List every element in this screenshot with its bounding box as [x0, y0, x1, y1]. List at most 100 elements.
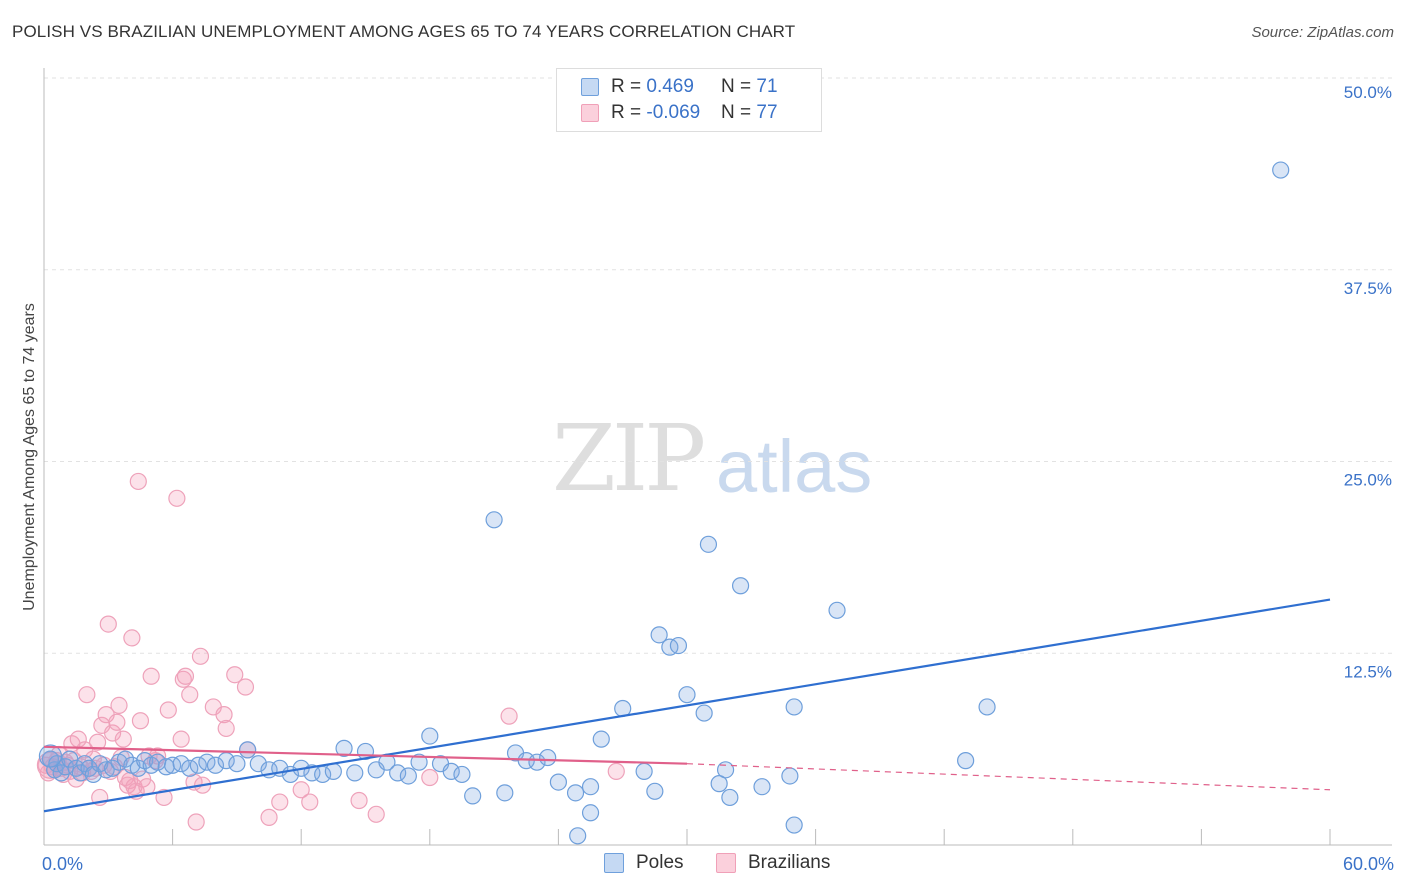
poles-point — [710, 775, 728, 793]
brazilians-point — [350, 791, 368, 810]
brazilians-point — [191, 647, 210, 665]
brazilians-point — [142, 667, 160, 685]
poles-point — [635, 762, 653, 780]
legend-r-brazilians: R = -0.069 — [611, 102, 721, 124]
y-tick-label: 12.5% — [1344, 662, 1392, 681]
poles-point — [103, 759, 122, 777]
poles-point — [828, 601, 846, 619]
poles-point — [785, 698, 803, 716]
brazilians-point — [181, 686, 199, 704]
brazilians-point — [114, 730, 132, 748]
axes — [43, 68, 1392, 846]
poles-point — [650, 626, 668, 644]
poles-point — [581, 778, 600, 796]
legend-row-poles: R = 0.469 N = 71 — [581, 75, 778, 99]
watermark-zip: ZIP — [552, 405, 706, 512]
poles-point — [228, 755, 246, 773]
poles-point — [84, 765, 102, 784]
poles-point — [695, 704, 713, 722]
poles-point — [71, 764, 90, 782]
poles-point — [116, 750, 135, 768]
brazilians-point — [176, 667, 195, 685]
legend-r-label: R = — [611, 76, 647, 97]
brazilians-point — [123, 629, 141, 647]
poles-point — [239, 741, 257, 759]
bottom-legend-poles: Poles — [604, 852, 684, 874]
brazilians-point — [271, 793, 289, 811]
legend-r-label: R = — [611, 102, 647, 123]
poles-point — [957, 752, 975, 770]
brazilians-point — [129, 472, 147, 491]
poles-point — [172, 755, 190, 773]
y-tick-label: 50.0% — [1344, 83, 1392, 102]
brazilians-point — [108, 713, 126, 731]
poles-point — [464, 787, 482, 805]
brazilians-point — [301, 793, 319, 811]
brazilians-point — [174, 670, 192, 688]
brazilians-point — [236, 678, 255, 696]
legend-n-label: N = — [721, 102, 757, 123]
poles-point — [91, 755, 109, 773]
poles-point — [442, 762, 460, 780]
brazilians-point — [217, 719, 235, 738]
poles-point — [592, 730, 610, 748]
poles-point — [978, 698, 996, 716]
brazilians-point — [168, 489, 186, 507]
poles-point — [399, 767, 417, 785]
poles-point — [539, 748, 557, 767]
poles-point — [346, 764, 364, 782]
poles-point — [1272, 161, 1290, 179]
poles-swatch — [604, 853, 624, 873]
brazilians-trend-line — [43, 745, 688, 765]
poles-point — [785, 816, 803, 834]
brazilians-point — [292, 781, 310, 799]
y-tick-label: 37.5% — [1344, 279, 1392, 298]
brazilians-point — [155, 788, 173, 807]
legend-r-value: 0.469 — [646, 76, 694, 97]
poles-point — [781, 767, 799, 785]
chart-title: POLISH VS BRAZILIAN UNEMPLOYMENT AMONG A… — [12, 22, 796, 41]
poles-point — [569, 827, 587, 845]
poles-points — [38, 161, 1290, 845]
tick-labels: 12.5% 25.0% 37.5% 50.0% 0.0% 60.0% — [42, 83, 1394, 874]
legend-n-value: 71 — [756, 76, 778, 97]
x-tick-label: 0.0% — [42, 854, 83, 874]
brazilians-point — [88, 733, 107, 751]
poles-point — [453, 765, 471, 784]
poles-swatch — [581, 78, 599, 96]
poles-point — [324, 762, 342, 780]
brazilians-point — [172, 730, 190, 748]
legend-n-value: 77 — [756, 102, 778, 123]
poles-point — [389, 764, 407, 782]
brazilians-point — [421, 768, 439, 787]
brazilians-point — [99, 615, 117, 633]
legend-box: R = 0.469 N = 71 R = -0.069 N = 77 — [556, 68, 822, 132]
poles-trend-line — [43, 598, 1331, 813]
poles-point — [566, 784, 585, 802]
legend-n-label: N = — [721, 76, 757, 97]
brazilians-points — [36, 472, 625, 831]
bottom-legend-brazilians: Brazilians — [716, 852, 830, 874]
poles-point — [669, 636, 688, 655]
brazilians-swatch — [581, 104, 599, 122]
legend-n-brazilians: N = 77 — [721, 102, 778, 124]
brazilians-point — [103, 724, 122, 742]
poles-point — [549, 773, 568, 791]
poles-point — [164, 756, 182, 774]
y-tick-label: 25.0% — [1344, 471, 1392, 490]
legend-r-poles: R = 0.469 — [611, 76, 721, 98]
poles-point — [581, 804, 600, 822]
brazilians-point — [78, 686, 96, 704]
brazilians-swatch — [716, 853, 736, 873]
brazilians-point — [215, 706, 233, 724]
gridlines — [44, 77, 1392, 654]
brazilians-point — [260, 808, 278, 826]
poles-point — [661, 638, 679, 656]
x-tick-label: 60.0% — [1343, 854, 1394, 874]
source-label: Source: ZipAtlas.com — [1251, 24, 1394, 41]
poles-point — [335, 739, 353, 757]
brazilians-point — [187, 813, 205, 831]
poles-point-cluster — [38, 744, 63, 768]
brazilians-trend-extension — [686, 763, 1331, 791]
